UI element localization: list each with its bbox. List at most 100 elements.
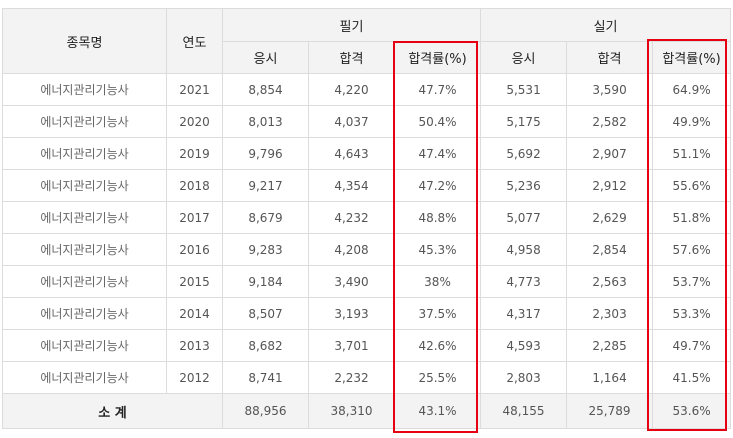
cell-practical-rate: 57.6% bbox=[652, 233, 732, 266]
cell-written-pass: 4,037 bbox=[308, 105, 395, 138]
cell-name: 에너지관리기능사 bbox=[2, 233, 167, 266]
cell-practical-rate: 53.3% bbox=[652, 297, 732, 330]
cell-written-apply: 9,283 bbox=[222, 233, 309, 266]
table-row: 에너지관리기능사 2016 9,283 4,208 45.3% 4,958 2,… bbox=[2, 233, 732, 266]
cell-written-rate: 47.7% bbox=[393, 73, 482, 106]
table-footer: 소 계 88,956 38,310 43.1% 48,155 25,789 53… bbox=[2, 393, 732, 429]
cell-practical-apply: 4,958 bbox=[480, 233, 568, 266]
header-written-rate: 합격률(%) bbox=[393, 41, 482, 74]
header-written-pass: 합격 bbox=[308, 41, 395, 74]
cell-practical-pass: 2,629 bbox=[566, 201, 654, 234]
cell-year: 2021 bbox=[166, 73, 223, 106]
cell-written-apply: 8,679 bbox=[222, 201, 309, 234]
total-written-pass: 38,310 bbox=[308, 393, 395, 429]
cell-name: 에너지관리기능사 bbox=[2, 73, 167, 106]
cell-written-apply: 9,796 bbox=[222, 137, 309, 170]
header-name: 종목명 bbox=[2, 8, 167, 74]
cell-practical-apply: 5,236 bbox=[480, 169, 568, 202]
table-row: 에너지관리기능사 2020 8,013 4,037 50.4% 5,175 2,… bbox=[2, 105, 732, 138]
table-row: 에너지관리기능사 2013 8,682 3,701 42.6% 4,593 2,… bbox=[2, 329, 732, 362]
cell-name: 에너지관리기능사 bbox=[2, 169, 167, 202]
table-row: 에너지관리기능사 2012 8,741 2,232 25.5% 2,803 1,… bbox=[2, 361, 732, 394]
cell-year: 2020 bbox=[166, 105, 223, 138]
total-practical-apply: 48,155 bbox=[480, 393, 568, 429]
header-practical-pass: 합격 bbox=[566, 41, 654, 74]
cell-written-apply: 8,013 bbox=[222, 105, 309, 138]
cell-practical-pass: 2,563 bbox=[566, 265, 654, 298]
table-row: 에너지관리기능사 2015 9,184 3,490 38% 4,773 2,56… bbox=[2, 265, 732, 298]
cell-written-pass: 3,490 bbox=[308, 265, 395, 298]
header-practical-apply: 응시 bbox=[480, 41, 568, 74]
cell-written-rate: 42.6% bbox=[393, 329, 482, 362]
cell-written-apply: 8,741 bbox=[222, 361, 309, 394]
cell-practical-rate: 55.6% bbox=[652, 169, 732, 202]
cell-written-rate: 47.2% bbox=[393, 169, 482, 202]
cell-practical-rate: 51.1% bbox=[652, 137, 732, 170]
cell-year: 2019 bbox=[166, 137, 223, 170]
cell-written-pass: 4,220 bbox=[308, 73, 395, 106]
table-row: 에너지관리기능사 2017 8,679 4,232 48.8% 5,077 2,… bbox=[2, 201, 732, 234]
table-header: 종목명 연도 필기 실기 응시 합격 합격률(%) 응시 합격 합격률(%) bbox=[2, 8, 732, 74]
cell-name: 에너지관리기능사 bbox=[2, 201, 167, 234]
cell-name: 에너지관리기능사 bbox=[2, 265, 167, 298]
cell-practical-pass: 2,854 bbox=[566, 233, 654, 266]
cell-written-rate: 45.3% bbox=[393, 233, 482, 266]
cell-year: 2012 bbox=[166, 361, 223, 394]
cell-practical-pass: 3,590 bbox=[566, 73, 654, 106]
cell-written-rate: 25.5% bbox=[393, 361, 482, 394]
cell-year: 2015 bbox=[166, 265, 223, 298]
cell-written-rate: 50.4% bbox=[393, 105, 482, 138]
cell-year: 2016 bbox=[166, 233, 223, 266]
cell-practical-apply: 4,593 bbox=[480, 329, 568, 362]
cell-name: 에너지관리기능사 bbox=[2, 329, 167, 362]
cell-practical-rate: 64.9% bbox=[652, 73, 732, 106]
cell-written-pass: 2,232 bbox=[308, 361, 395, 394]
table-row: 에너지관리기능사 2018 9,217 4,354 47.2% 5,236 2,… bbox=[2, 169, 732, 202]
exam-results-table: 종목명 연도 필기 실기 응시 합격 합격률(%) 응시 합격 합격률(%) 에… bbox=[2, 8, 732, 429]
cell-practical-rate: 41.5% bbox=[652, 361, 732, 394]
cell-year: 2013 bbox=[166, 329, 223, 362]
table-body: 에너지관리기능사 2021 8,854 4,220 47.7% 5,531 3,… bbox=[2, 73, 732, 394]
cell-written-apply: 8,854 bbox=[222, 73, 309, 106]
total-label: 소 계 bbox=[2, 393, 223, 429]
cell-name: 에너지관리기능사 bbox=[2, 137, 167, 170]
header-year: 연도 bbox=[166, 8, 223, 74]
cell-written-apply: 8,507 bbox=[222, 297, 309, 330]
cell-practical-apply: 5,531 bbox=[480, 73, 568, 106]
cell-name: 에너지관리기능사 bbox=[2, 361, 167, 394]
total-written-apply: 88,956 bbox=[222, 393, 309, 429]
header-written-apply: 응시 bbox=[222, 41, 309, 74]
cell-practical-pass: 2,285 bbox=[566, 329, 654, 362]
cell-year: 2014 bbox=[166, 297, 223, 330]
cell-practical-apply: 5,175 bbox=[480, 105, 568, 138]
cell-practical-rate: 51.8% bbox=[652, 201, 732, 234]
header-practical: 실기 bbox=[480, 8, 732, 42]
cell-practical-pass: 2,303 bbox=[566, 297, 654, 330]
cell-name: 에너지관리기능사 bbox=[2, 297, 167, 330]
cell-practical-apply: 5,692 bbox=[480, 137, 568, 170]
total-written-rate: 43.1% bbox=[393, 393, 482, 429]
cell-practical-apply: 4,773 bbox=[480, 265, 568, 298]
cell-practical-pass: 1,164 bbox=[566, 361, 654, 394]
cell-practical-rate: 49.7% bbox=[652, 329, 732, 362]
cell-practical-pass: 2,582 bbox=[566, 105, 654, 138]
cell-written-rate: 47.4% bbox=[393, 137, 482, 170]
cell-practical-apply: 5,077 bbox=[480, 201, 568, 234]
total-practical-rate: 53.6% bbox=[652, 393, 732, 429]
cell-written-apply: 9,217 bbox=[222, 169, 309, 202]
header-written: 필기 bbox=[221, 8, 482, 42]
cell-written-pass: 3,701 bbox=[308, 329, 395, 362]
table-row: 에너지관리기능사 2019 9,796 4,643 47.4% 5,692 2,… bbox=[2, 137, 732, 170]
cell-practical-rate: 49.9% bbox=[652, 105, 732, 138]
cell-practical-apply: 2,803 bbox=[480, 361, 568, 394]
cell-written-pass: 4,208 bbox=[308, 233, 395, 266]
cell-written-pass: 4,232 bbox=[308, 201, 395, 234]
header-practical-rate: 합격률(%) bbox=[652, 41, 732, 74]
cell-year: 2017 bbox=[166, 201, 223, 234]
cell-name: 에너지관리기능사 bbox=[2, 105, 167, 138]
cell-practical-pass: 2,907 bbox=[566, 137, 654, 170]
cell-written-rate: 48.8% bbox=[393, 201, 482, 234]
cell-practical-pass: 2,912 bbox=[566, 169, 654, 202]
cell-year: 2018 bbox=[166, 169, 223, 202]
table-row: 에너지관리기능사 2021 8,854 4,220 47.7% 5,531 3,… bbox=[2, 73, 732, 106]
